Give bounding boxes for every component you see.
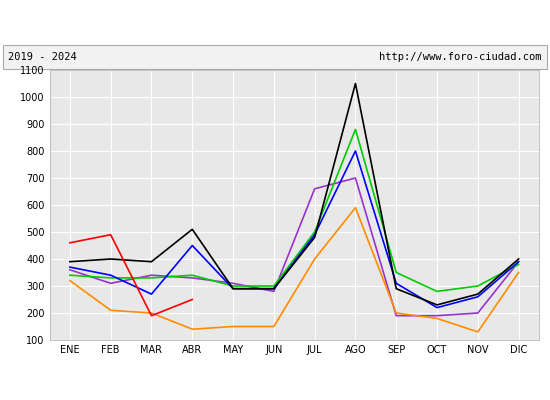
Text: http://www.foro-ciudad.com: http://www.foro-ciudad.com (379, 52, 542, 62)
Text: Evolucion Nº Turistas Nacionales en el municipio de Lúcar: Evolucion Nº Turistas Nacionales en el m… (58, 16, 492, 28)
Text: 2019 - 2024: 2019 - 2024 (8, 52, 77, 62)
